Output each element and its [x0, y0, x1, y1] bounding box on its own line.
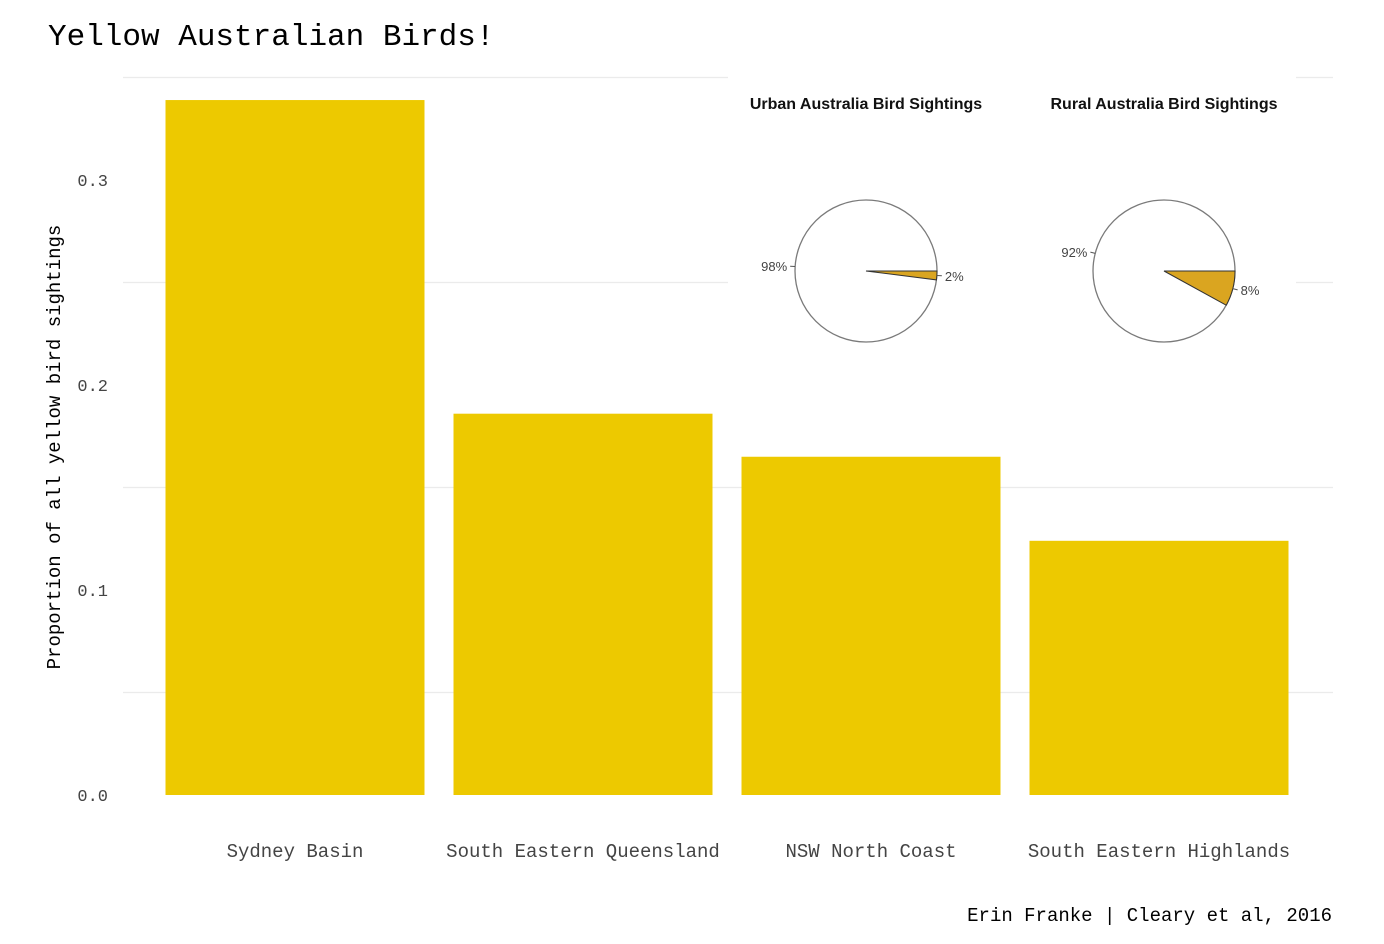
- bar-nsw-north-coast: [741, 456, 1001, 795]
- pie-title: Rural Australia Bird Sightings: [1051, 96, 1278, 113]
- pie-label-leader: [1090, 251, 1096, 254]
- chart-caption: Erin Franke | Cleary et al, 2016: [967, 905, 1332, 927]
- pie-slice-label: 92%: [1061, 245, 1087, 260]
- bar-south-eastern-highlands: [1029, 540, 1289, 795]
- pie-label-leader: [1232, 288, 1238, 291]
- x-tick-label: South Eastern Queensland: [446, 841, 720, 863]
- pie-chart-urban: Urban Australia Bird Sightings 98% 2%: [750, 96, 982, 343]
- y-tick-label: 0.2: [77, 378, 108, 397]
- y-tick-label: 0.1: [77, 583, 108, 602]
- bar-series: Sydney Basin South Eastern Queensland NSW …: [165, 100, 1290, 863]
- x-tick-label: NSW North Coast: [785, 841, 956, 863]
- pie-insets: Urban Australia Bird Sightings 98% 2% Rural…: [728, 70, 1296, 375]
- y-tick-label: 0.3: [77, 173, 108, 192]
- text-layer: Yellow Australian Birds! Proportion of a…: [44, 20, 1332, 927]
- pie-slice-label: 8%: [1241, 283, 1260, 298]
- pie-slice-label: 2%: [945, 269, 964, 284]
- pie-slice-label: 98%: [761, 259, 787, 274]
- y-tick-label: 0.0: [77, 788, 108, 807]
- chart-title: Yellow Australian Birds!: [48, 20, 494, 55]
- y-axis-label: Proportion of all yellow bird sightings: [44, 225, 66, 670]
- pie-title: Urban Australia Bird Sightings: [750, 96, 982, 113]
- bar-sydney-basin: [165, 100, 425, 796]
- pie-chart-rural: Rural Australia Bird Sightings 92% 8%: [1051, 96, 1278, 343]
- x-tick-label: South Eastern Highlands: [1028, 841, 1290, 863]
- x-tick-label: Sydney Basin: [227, 841, 364, 863]
- bar-south-eastern-queensland: [453, 413, 713, 795]
- pie-slice-small: [865, 270, 938, 281]
